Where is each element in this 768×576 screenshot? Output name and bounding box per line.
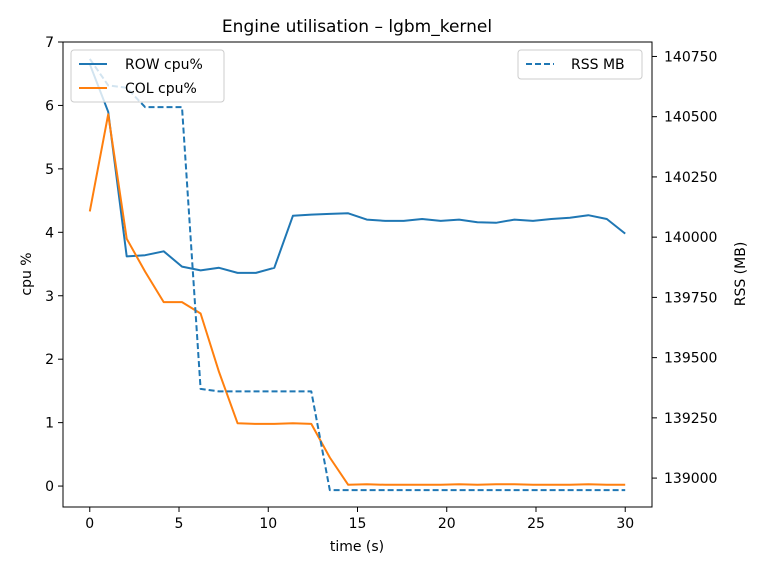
y-tick-label: 3 xyxy=(45,289,54,305)
x-tick-label: 0 xyxy=(85,516,94,532)
series-line-2 xyxy=(88,58,626,492)
y2-tick-label: 139250 xyxy=(664,411,717,427)
x-tick-label: 15 xyxy=(349,516,367,532)
legend-label-rss: RSS MB xyxy=(571,57,625,73)
legend-left-box xyxy=(70,49,225,103)
y2-axis-label: RSS (MB) xyxy=(733,242,749,307)
x-tick-label: 10 xyxy=(259,516,277,532)
x-tick-label: 25 xyxy=(527,516,545,532)
x-tick-label: 20 xyxy=(438,516,456,532)
legend-label-col: COL cpu% xyxy=(125,81,197,97)
legend-right-box xyxy=(517,49,643,80)
y-tick-label: 6 xyxy=(45,98,54,114)
y2-tick-label: 140000 xyxy=(664,230,717,246)
series-layer xyxy=(88,58,626,492)
y-tick-label: 5 xyxy=(45,162,54,178)
y-axis-left: 0 1 2 3 4 5 6 7 xyxy=(45,35,63,495)
y-tick-label: 4 xyxy=(45,225,54,241)
chart-title: Engine utilisation – lgbm_kernel xyxy=(222,17,492,37)
y2-tick-label: 139750 xyxy=(664,290,717,306)
x-axis: 0 5 10 15 20 25 30 xyxy=(85,507,634,532)
y-tick-label: 7 xyxy=(45,35,54,51)
legend-left: ROW cpu% COL cpu% xyxy=(70,49,225,103)
y-tick-label: 0 xyxy=(45,479,54,495)
legend-label-row: ROW cpu% xyxy=(125,57,203,73)
y-axis-label: cpu % xyxy=(19,252,35,295)
y-tick-label: 1 xyxy=(45,416,54,432)
y2-tick-label: 140750 xyxy=(664,49,717,65)
y-axis-right: 139000 139250 139500 139750 140000 140250 1405… xyxy=(652,49,717,487)
y2-tick-label: 140250 xyxy=(664,170,717,186)
series-line-1 xyxy=(88,113,626,486)
x-tick-label: 30 xyxy=(616,516,634,532)
x-axis-label: time (s) xyxy=(330,539,384,555)
x-tick-label: 5 xyxy=(175,516,184,532)
y2-tick-label: 139500 xyxy=(664,351,717,367)
y2-tick-label: 139000 xyxy=(664,471,717,487)
series-line-0 xyxy=(88,63,626,274)
y-tick-label: 2 xyxy=(45,352,54,368)
y2-tick-label: 140500 xyxy=(664,110,717,126)
legend-right: RSS MB xyxy=(517,49,643,80)
